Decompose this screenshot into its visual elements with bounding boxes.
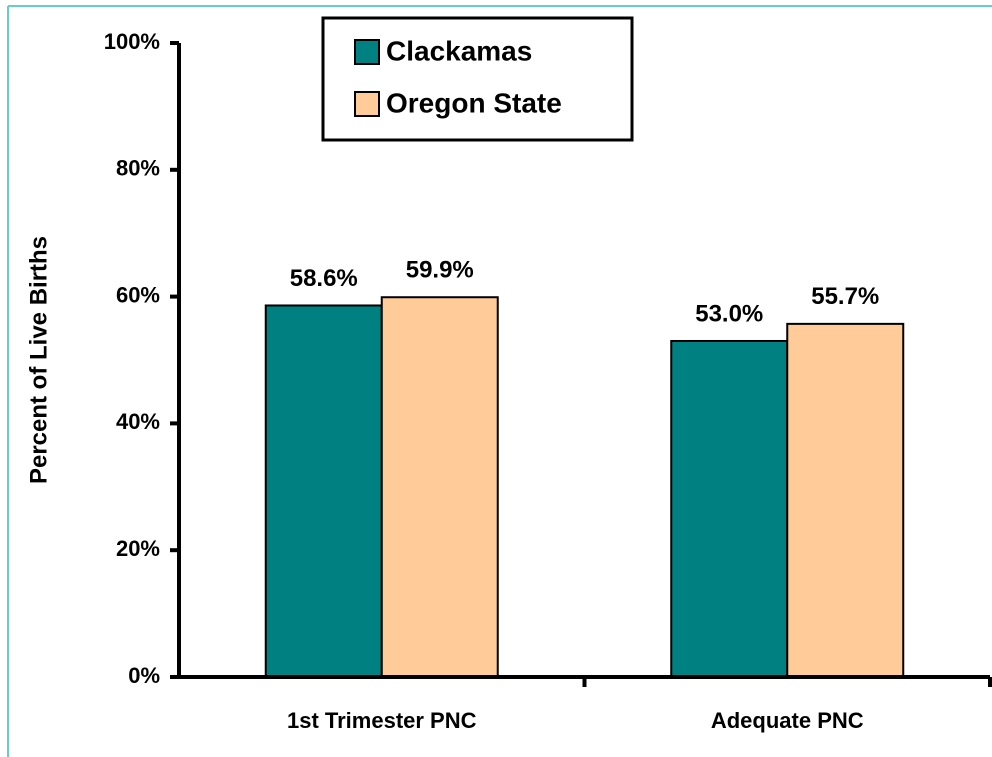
legend-label: Oregon State <box>386 87 562 118</box>
y-tick-label: 80% <box>116 156 160 181</box>
y-tick-label: 60% <box>116 282 160 307</box>
bar <box>786 322 905 678</box>
data-label: 58.6% <box>290 265 358 292</box>
legend-label: Clackamas <box>386 35 532 66</box>
bar <box>670 339 789 678</box>
y-tick-label: 100% <box>104 29 160 54</box>
y-axis-label: Percent of Live Births <box>25 236 52 484</box>
data-label: 55.7% <box>811 283 879 310</box>
data-label: 59.9% <box>406 257 474 284</box>
y-tick-label: 0% <box>128 663 160 688</box>
data-label: 53.0% <box>695 300 763 327</box>
y-tick-label: 20% <box>116 536 160 561</box>
legend-box <box>321 16 634 142</box>
legend-swatch <box>354 39 380 65</box>
y-tick-label: 40% <box>116 409 160 434</box>
legend-swatch <box>354 91 380 117</box>
x-tick-label: 1st Trimester PNC <box>287 708 477 733</box>
bar <box>380 296 499 678</box>
x-tick-label: Adequate PNC <box>711 708 864 733</box>
bar <box>264 304 383 678</box>
